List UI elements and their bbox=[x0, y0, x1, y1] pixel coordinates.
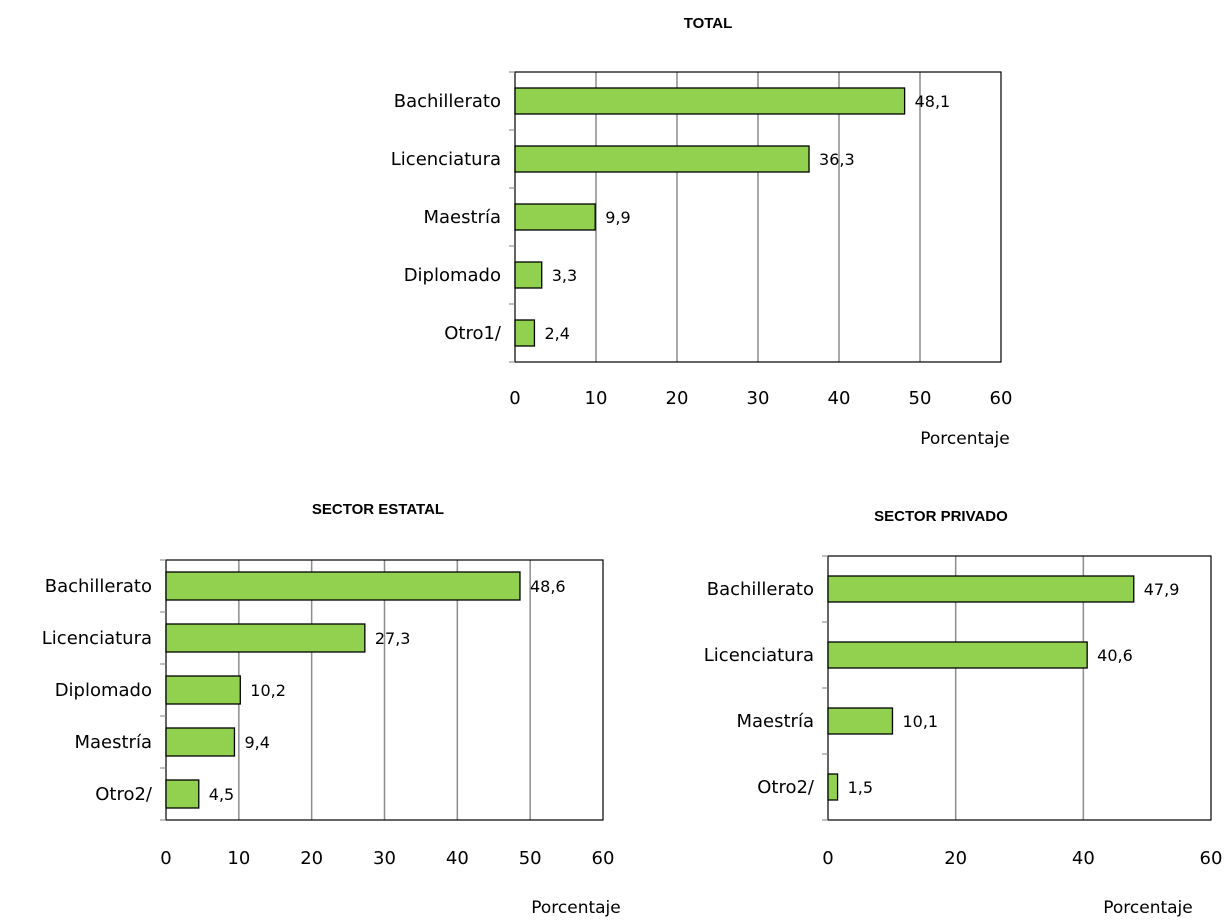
data-label: 1,5 bbox=[848, 778, 873, 797]
data-label: 4,5 bbox=[209, 785, 234, 804]
x-tick-label: 60 bbox=[1200, 848, 1223, 869]
data-label: 40,6 bbox=[1097, 646, 1133, 665]
bar-licenciatura bbox=[514, 145, 810, 173]
x-axis-label: Porcentaje bbox=[1103, 898, 1193, 918]
bar-bachillerato bbox=[165, 571, 521, 601]
x-tick-label: 20 bbox=[944, 848, 967, 869]
category-label: Diplomado bbox=[404, 265, 501, 286]
category-label: Otro2/ bbox=[757, 777, 815, 798]
category-label: Maestría bbox=[736, 711, 814, 732]
data-label: 27,3 bbox=[375, 629, 411, 648]
x-tick-label: 30 bbox=[373, 848, 396, 869]
chart-title: SECTOR ESTATAL bbox=[312, 501, 444, 518]
x-tick-label: 40 bbox=[1072, 848, 1095, 869]
category-label: Licenciatura bbox=[42, 628, 152, 649]
data-label: 48,1 bbox=[915, 92, 951, 111]
x-tick-label: 50 bbox=[519, 848, 542, 869]
data-label: 48,6 bbox=[530, 577, 566, 596]
data-label: 10,2 bbox=[250, 681, 286, 700]
bar-diplomado bbox=[514, 261, 543, 289]
data-label: 9,4 bbox=[244, 733, 269, 752]
chart-total: TOTAL Bachillerato 48,1 Licenciatura 36,3 Mae… bbox=[391, 15, 1013, 449]
bar-otro2- bbox=[165, 779, 200, 809]
data-label: 10,1 bbox=[902, 712, 938, 731]
bar-licenciatura bbox=[165, 623, 366, 653]
chart-privado: SECTOR PRIVADO Bachillerato 47,9 Licenciatu… bbox=[704, 508, 1223, 918]
data-label: 3,3 bbox=[552, 266, 577, 285]
data-label: 36,3 bbox=[819, 150, 855, 169]
bar-licenciatura bbox=[827, 641, 1088, 669]
x-tick-label: 0 bbox=[160, 848, 171, 869]
x-tick-label: 30 bbox=[747, 388, 770, 409]
chart-title: SECTOR PRIVADO bbox=[874, 508, 1008, 525]
category-label: Otro2/ bbox=[95, 784, 153, 805]
x-tick-label: 40 bbox=[446, 848, 469, 869]
bar-diplomado bbox=[165, 675, 241, 705]
x-tick-label: 60 bbox=[990, 388, 1013, 409]
chart-estatal: SECTOR ESTATAL Bachillerato 48,6 Licenciatu… bbox=[42, 501, 621, 918]
category-label: Maestría bbox=[74, 732, 152, 753]
bar-bachillerato bbox=[827, 575, 1135, 603]
x-axis-label: Porcentaje bbox=[531, 898, 621, 918]
data-label: 9,9 bbox=[605, 208, 630, 227]
category-label: Bachillerato bbox=[394, 91, 501, 112]
x-tick-label: 10 bbox=[585, 388, 608, 409]
chart-title: TOTAL bbox=[684, 15, 733, 32]
x-axis-label: Porcentaje bbox=[920, 429, 1010, 449]
x-tick-label: 60 bbox=[592, 848, 615, 869]
category-label: Bachillerato bbox=[45, 576, 152, 597]
bar-maestr-a bbox=[827, 707, 894, 735]
bar-otro2- bbox=[827, 773, 839, 801]
bar-maestr-a bbox=[165, 727, 236, 757]
bar-maestr-a bbox=[514, 203, 596, 231]
x-tick-label: 20 bbox=[666, 388, 689, 409]
bar-bachillerato bbox=[514, 87, 906, 115]
x-tick-label: 0 bbox=[509, 388, 520, 409]
x-tick-label: 50 bbox=[909, 388, 932, 409]
category-label: Licenciatura bbox=[704, 645, 814, 666]
x-tick-label: 20 bbox=[300, 848, 323, 869]
data-label: 2,4 bbox=[544, 324, 569, 343]
x-tick-label: 40 bbox=[828, 388, 851, 409]
x-tick-label: 0 bbox=[822, 848, 833, 869]
category-label: Diplomado bbox=[55, 680, 152, 701]
x-tick-label: 10 bbox=[227, 848, 250, 869]
category-label: Bachillerato bbox=[707, 579, 814, 600]
bar-otro1- bbox=[514, 319, 536, 347]
data-label: 47,9 bbox=[1144, 580, 1180, 599]
category-label: Maestría bbox=[423, 207, 501, 228]
category-label: Licenciatura bbox=[391, 149, 501, 170]
category-label: Otro1/ bbox=[444, 323, 502, 344]
